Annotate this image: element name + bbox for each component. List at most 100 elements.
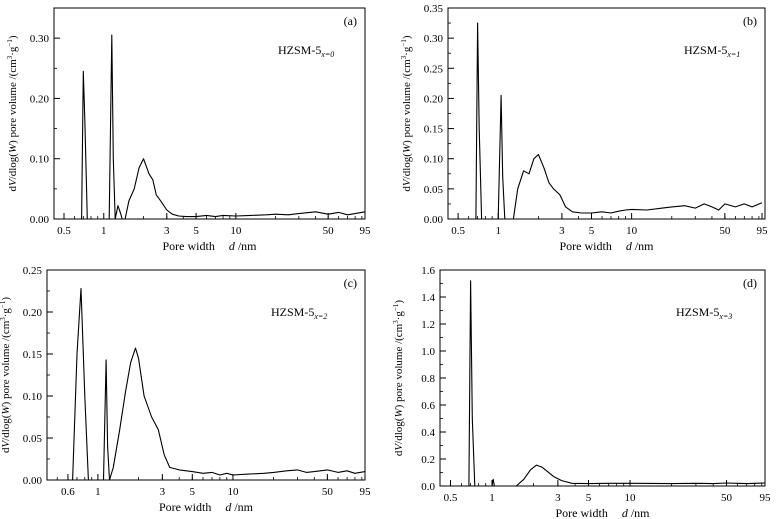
x-tick-label: 1 xyxy=(495,225,501,237)
chart-panel-3: 0.6 1 3 5 10 50 95 0.00 0.05 0.10 0.15 0.20 0.25 (c) H… xyxy=(0,265,371,514)
y-tick-label: 0.05 xyxy=(23,433,43,445)
y-axis-label-part: V xyxy=(401,178,413,186)
x-tick-label: 0.5 xyxy=(451,225,465,237)
y-axis-label-part: d xyxy=(393,450,405,456)
x-axis-unit: /nm xyxy=(231,500,253,514)
y-axis-label-part: V xyxy=(393,443,405,451)
y-tick-label: 1.4 xyxy=(421,292,435,304)
y-tick-label: 0.15 xyxy=(424,124,444,136)
x-axis-label: Pore width d /nm xyxy=(555,506,650,519)
y-axis-label-part: V xyxy=(7,178,19,186)
x-axis-label: Pore width d /nm xyxy=(559,239,654,253)
y-axis-label-part: ·g xyxy=(7,46,19,56)
y-axis-label-part: ) xyxy=(401,35,413,39)
y-tick-label: 1.2 xyxy=(421,319,435,331)
y-axis-label-part: /dlog( xyxy=(7,153,19,180)
x-tick-label: 5 xyxy=(193,225,199,237)
sample-subscript: x=3 xyxy=(718,312,732,321)
y-axis-label-part: ) xyxy=(7,35,19,39)
sample-label: HZSM-5x=1 xyxy=(684,43,740,59)
x-tick-label: 0.6 xyxy=(61,486,75,498)
y-tick-label: 0.2 xyxy=(421,454,435,466)
x-tick-label: 5 xyxy=(586,492,592,504)
y-axis-label-part: W xyxy=(401,143,413,153)
y-axis-label: dV/dlog(W) pore volume /(cm3·g−1) xyxy=(6,35,19,191)
x-axis-label: Pore width d /nm xyxy=(162,239,257,253)
x-tick-label: 95 xyxy=(360,486,372,498)
y-axis-label-part: d xyxy=(0,447,12,453)
y-axis-label-part: 3 xyxy=(6,55,14,59)
y-tick-label: 0.20 xyxy=(424,93,444,105)
y-axis-label-part: W xyxy=(7,143,19,153)
y-tick-label: 0.30 xyxy=(424,33,444,45)
x-tick-label: 50 xyxy=(323,225,335,237)
plot-frame xyxy=(53,7,366,220)
y-axis-label-part: ) pore volume /(cm xyxy=(393,323,405,408)
x-axis-unit: /nm xyxy=(628,506,650,519)
x-axis-variable: d xyxy=(229,239,236,253)
sample-name: HZSM-5 xyxy=(676,305,719,319)
y-axis-label-part: ) xyxy=(0,297,12,301)
x-tick-label: 50 xyxy=(721,492,733,504)
y-tick-label: 0.35 xyxy=(424,3,444,15)
y-axis-label-part: ·g xyxy=(401,46,413,56)
x-tick-label: 1 xyxy=(95,486,101,498)
plot-frame xyxy=(439,269,766,487)
y-axis-label-part: d xyxy=(401,186,413,192)
y-axis-label: dV/dlog(W) pore volume /(cm3·g−1) xyxy=(400,35,413,191)
y-axis-label-part: −1 xyxy=(392,303,400,311)
y-tick-label: 0.05 xyxy=(424,184,444,196)
sample-subscript: x=0 xyxy=(320,50,334,59)
plot-frame xyxy=(46,269,366,481)
panel-label: (a) xyxy=(344,14,357,28)
y-axis-label-part: 3 xyxy=(0,317,7,321)
y-tick-label: 1.6 xyxy=(421,265,435,277)
sample-subscript: x=1 xyxy=(726,50,740,59)
y-axis-label-part: −1 xyxy=(400,39,408,47)
y-axis-label-part: ) pore volume /(cm xyxy=(7,59,19,144)
sample-name: HZSM-5 xyxy=(684,43,727,57)
y-axis-label-part: 3 xyxy=(400,55,408,59)
x-tick-label: 3 xyxy=(160,486,166,498)
x-axis-label-text: Pore width xyxy=(555,506,607,519)
x-tick-label: 3 xyxy=(555,492,561,504)
chart-panel-2: 0.5 1 3 5 10 50 95 0.00 0.05 0.10 0.15 0.20 0.25 0.30… xyxy=(400,3,768,253)
x-tick-label: 1 xyxy=(489,492,495,504)
x-tick-label: 95 xyxy=(360,225,372,237)
y-axis-label-part: /dlog( xyxy=(401,153,413,180)
panel-label: (b) xyxy=(743,14,757,28)
y-axis-label-part: ) xyxy=(393,300,405,304)
x-tick-label: 10 xyxy=(227,486,239,498)
y-axis-label-part: −1 xyxy=(6,39,14,47)
x-axis-unit: /nm xyxy=(632,239,654,253)
sample-label: HZSM-5x=3 xyxy=(676,305,732,321)
x-tick-label: 10 xyxy=(625,492,637,504)
x-tick-label: 3 xyxy=(164,225,170,237)
x-tick-label: 10 xyxy=(230,225,242,237)
y-axis-label-part: d xyxy=(7,186,19,192)
y-axis-label-part: ) pore volume /(cm xyxy=(401,59,413,144)
x-axis-variable: d xyxy=(622,506,629,519)
y-tick-label: 0.10 xyxy=(424,154,444,166)
chart-panel-1: 0.5 1 3 5 10 50 95 0.00 0.10 0.20 0.30 (a) HZSM-5x=0… xyxy=(6,7,372,253)
x-axis-variable: d xyxy=(225,500,232,514)
y-axis-label-part: ·g xyxy=(0,308,12,318)
sample-label: HZSM-5x=0 xyxy=(278,43,334,59)
x-tick-label: 5 xyxy=(190,486,196,498)
y-tick-label: 0.6 xyxy=(421,400,435,412)
y-tick-label: 0.15 xyxy=(23,349,43,361)
sample-label: HZSM-5x=2 xyxy=(271,305,327,321)
y-tick-label: 0.10 xyxy=(30,154,50,166)
x-tick-label: 5 xyxy=(589,225,595,237)
y-axis-label: dV/dlog(W) pore volume /(cm3·g−1) xyxy=(0,297,12,453)
y-axis-label-part: W xyxy=(0,405,12,415)
x-tick-label: 0.5 xyxy=(57,225,71,237)
series-line xyxy=(81,34,366,220)
y-axis-label-part: 3 xyxy=(392,320,400,324)
y-tick-label: 0.4 xyxy=(421,427,435,439)
y-axis-label-part: /dlog( xyxy=(0,414,12,441)
series-line xyxy=(72,287,366,481)
y-axis-label: dV/dlog(W) pore volume /(cm3·g−1) xyxy=(392,300,405,456)
y-tick-label: 0.8 xyxy=(421,373,435,385)
sample-name: HZSM-5 xyxy=(278,43,321,57)
